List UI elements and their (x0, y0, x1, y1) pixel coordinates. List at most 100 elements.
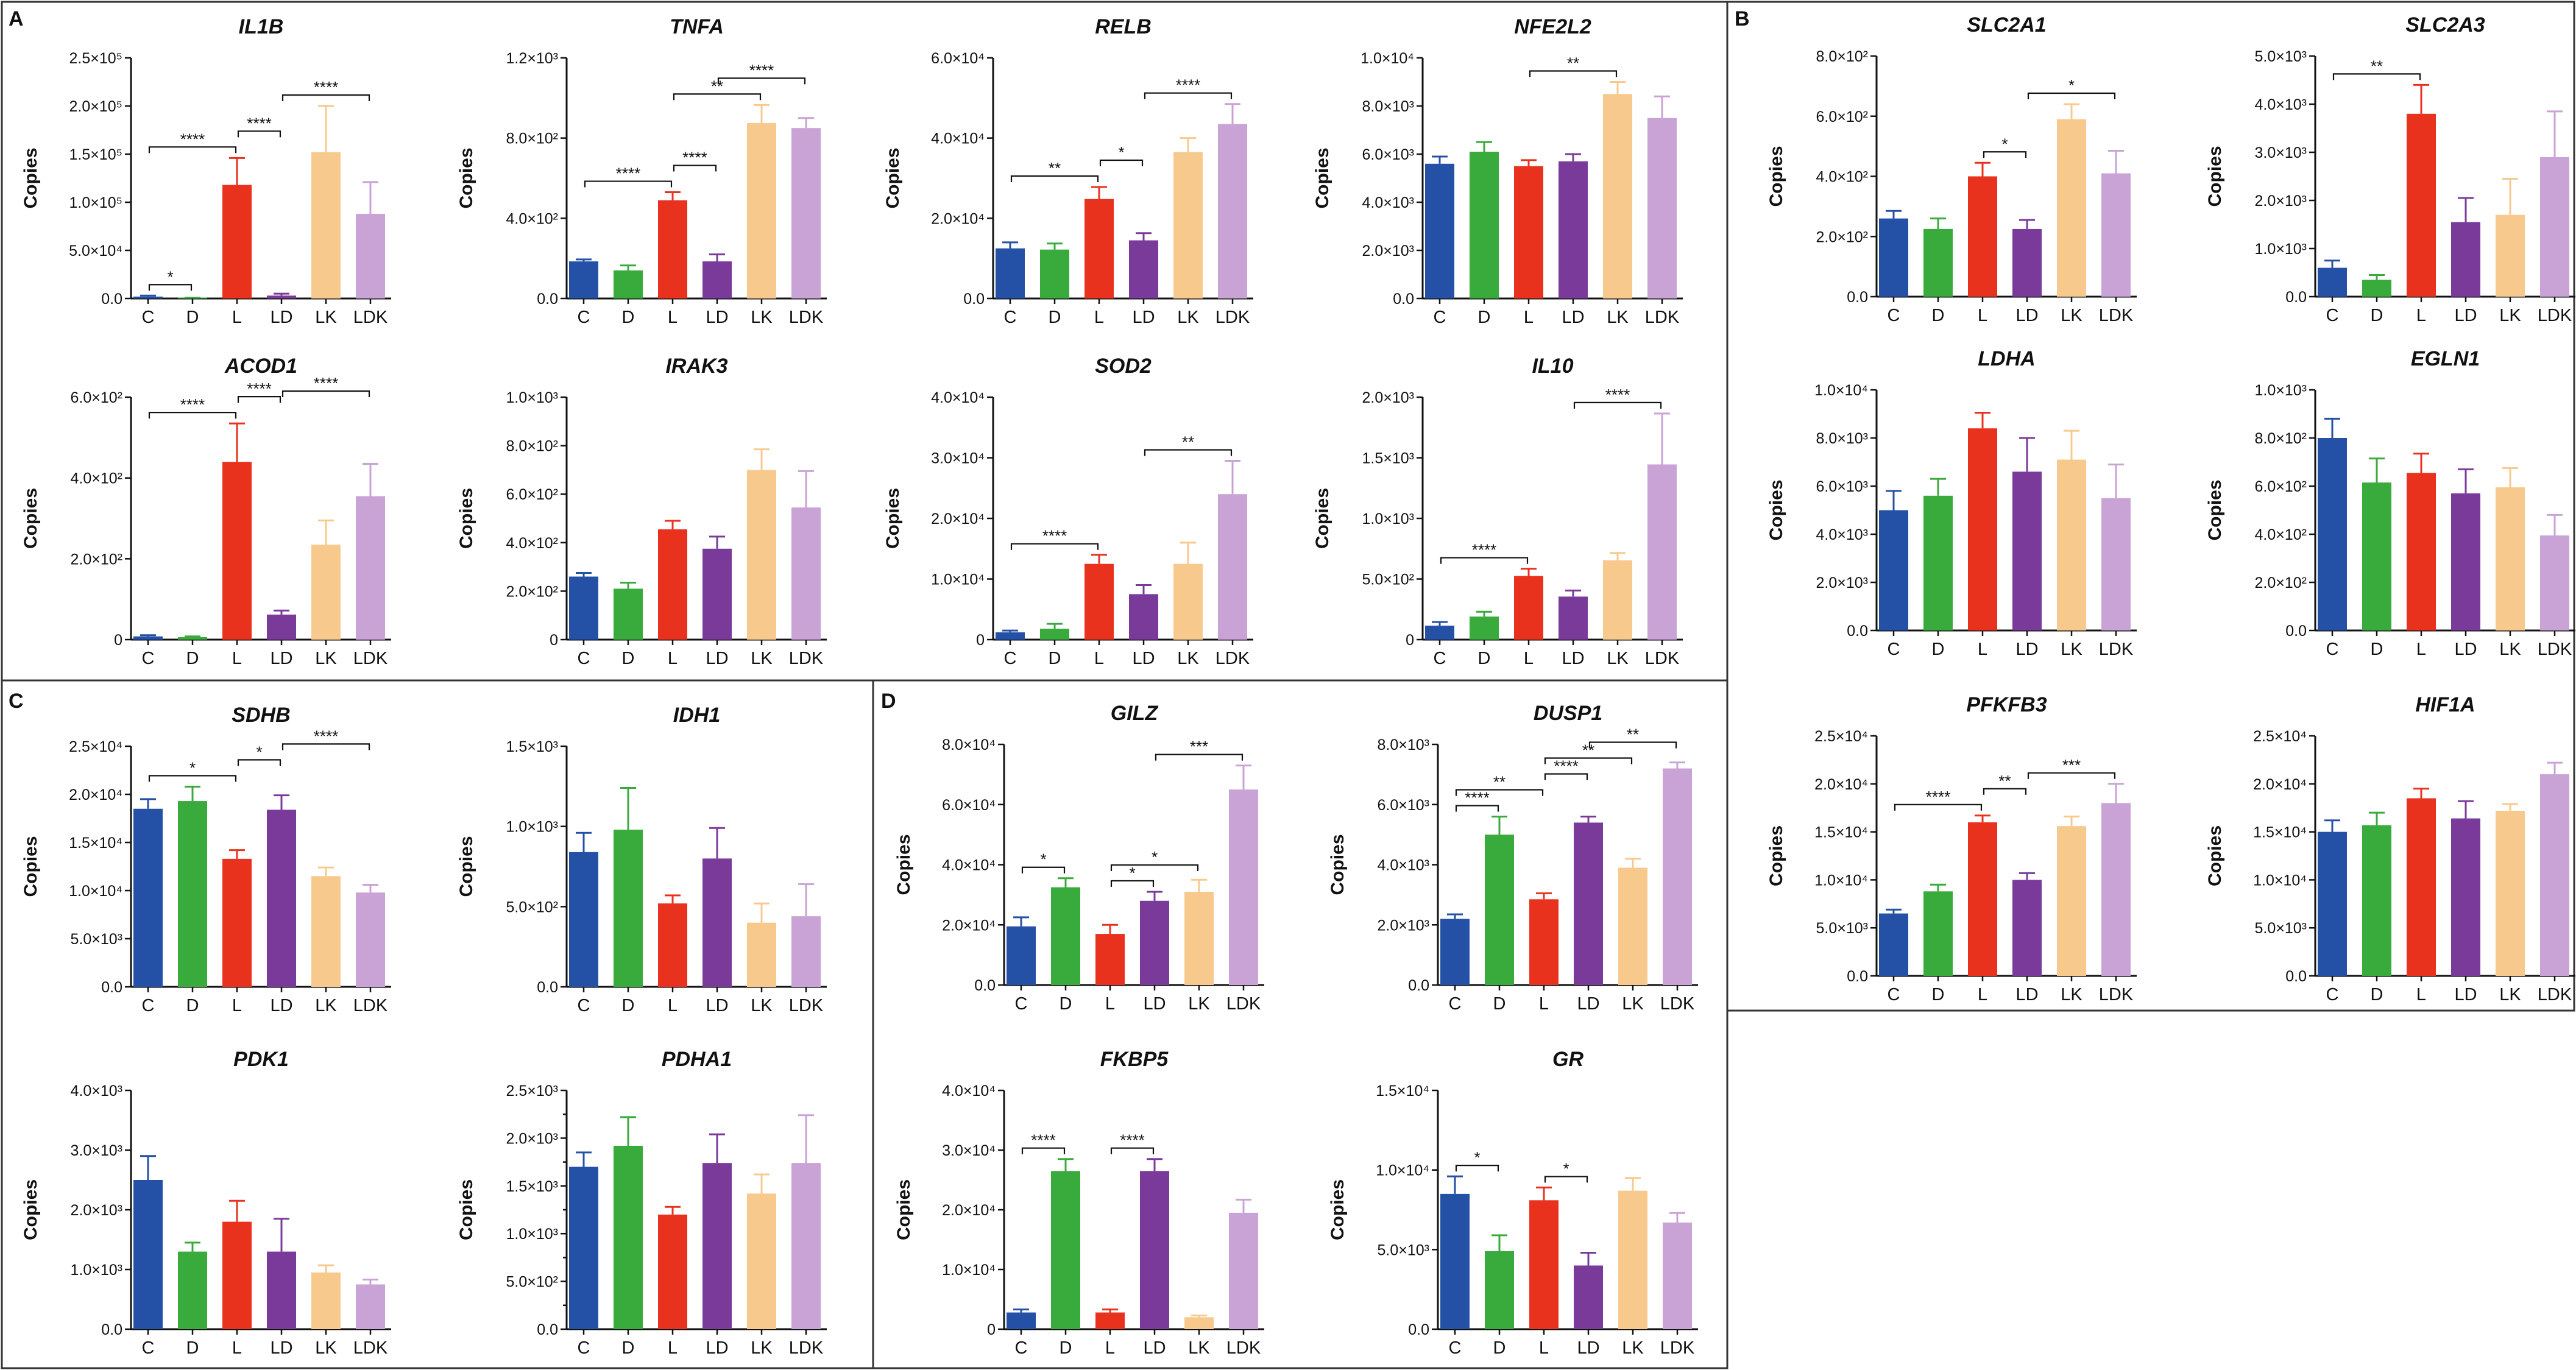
sig-label-slc2a3: ** (2371, 57, 2383, 75)
chart-pdha1: PDHA1 Copies 0.0 5.0×10² 1.0×10³ 1.5×10³ 2.0×1… (456, 1048, 827, 1358)
bar-tnfa-l (658, 200, 687, 298)
x-tick-label-il10-ld: LD (1562, 649, 1584, 668)
x-tick-label-pfkfb3-l: L (1978, 985, 1987, 1005)
sig-label-pfkfb3: **** (1926, 788, 1950, 806)
bar-il10-ld (1559, 596, 1588, 640)
chart-slc2a3: SLC2A3 Copies 0.0 1.0×10³ 2.0×10³ 3.0×10³ 4.0×… (2205, 13, 2575, 325)
x-tick-label-acod1-d: D (186, 649, 199, 668)
x-tick-label-slc2a3-ldk: LDK (2538, 306, 2572, 325)
sig-bracket-gilz (1155, 754, 1244, 761)
sig-bracket-sod2 (1010, 543, 1099, 550)
y-tick-label-gilz: 2.0×10⁴ (942, 917, 996, 934)
bar-ldha-ldk (2101, 498, 2131, 630)
y-tick-label-pdha1: 5.0×10² (506, 1274, 559, 1291)
y-axis-label-egln1: Copies (2205, 479, 2225, 540)
x-tick-label-idh1-c: C (578, 996, 590, 1015)
y-tick-label-pfkfb3: 5.0×10³ (1816, 920, 1869, 937)
sig-label-fkbp5: **** (1120, 1131, 1144, 1149)
bar-relb-ldk (1218, 124, 1247, 298)
x-tick-label-sod2-c: C (1004, 649, 1017, 668)
bar-acod1-ld (267, 614, 296, 640)
x-tick-label-gilz-ld: LD (1143, 994, 1166, 1014)
bar-ldha-d (1923, 495, 1953, 630)
x-tick-label-acod1-l: L (232, 649, 242, 668)
sig-label-gr: * (1563, 1159, 1569, 1178)
x-tick-label-idh1-lk: LK (751, 996, 773, 1015)
bar-slc2a1-lk (2057, 119, 2086, 297)
y-tick-label-ldha: 4.0×10³ (1816, 526, 1869, 543)
bar-fkbp5-d (1051, 1171, 1080, 1329)
y-tick-label-gr: 5.0×10³ (1378, 1241, 1430, 1259)
bar-sod2-c (996, 632, 1025, 640)
chart-title-slc2a3: SLC2A3 (2405, 13, 2485, 37)
x-tick-label-slc2a1-ld: LD (2015, 306, 2038, 325)
y-tick-label-pdk1: 2.0×10³ (71, 1202, 123, 1219)
y-tick-label-slc2a3: 0.0 (2285, 289, 2307, 306)
y-tick-label-fkbp5: 3.0×10⁴ (942, 1142, 996, 1159)
bar-pfkfb3-ldk (2101, 803, 2131, 976)
bar-ldha-ld (2012, 471, 2042, 630)
x-tick-label-ldha-d: D (1932, 640, 1945, 659)
x-tick-label-gilz-ldk: LDK (1226, 994, 1261, 1014)
y-axis-label-irak3: Copies (456, 488, 476, 549)
bar-pdha1-ld (702, 1163, 732, 1329)
y-tick-label-slc2a3: 5.0×10³ (2255, 48, 2307, 65)
bar-acod1-c (133, 636, 163, 640)
bar-il1b-l (222, 185, 252, 298)
y-tick-label-irak3: 0 (550, 632, 558, 649)
chart-title-pdk1: PDK1 (233, 1048, 289, 1071)
y-tick-label-il1b: 0.0 (101, 291, 122, 308)
y-tick-label-idh1: 5.0×10² (506, 899, 559, 916)
x-tick-label-relb-ldk: LDK (1215, 308, 1250, 327)
y-tick-label-nfe2l2: 2.0×10³ (1362, 242, 1415, 260)
x-tick-label-sdhb-ld: LD (270, 996, 292, 1015)
y-tick-label-relb: 2.0×10⁴ (931, 210, 985, 227)
x-tick-label-slc2a1-d: D (1932, 306, 1945, 325)
sig-bracket-sdhb (148, 775, 237, 782)
y-tick-label-egln1: 6.0×10² (2255, 478, 2307, 495)
bar-idh1-l (658, 903, 687, 987)
bar-pfkfb3-l (1968, 822, 1997, 976)
x-tick-label-il10-c: C (1434, 649, 1446, 668)
bar-ldha-l (1968, 428, 1997, 630)
x-tick-label-nfe2l2-ldk: LDK (1645, 308, 1680, 327)
x-tick-label-egln1-l: L (2416, 640, 2426, 659)
x-tick-label-il1b-lk: LK (315, 308, 337, 327)
sig-bracket-il10 (1573, 401, 1662, 409)
bar-sod2-lk (1173, 563, 1203, 640)
sig-label-acod1: **** (314, 374, 338, 392)
bar-gilz-ldk (1229, 789, 1258, 985)
chart-pdk1: PDK1 Copies 0.0 1.0×10³ 2.0×10³ 3.0×10³ 4.0×10… (21, 1048, 391, 1358)
sig-label-nfe2l2: ** (1567, 54, 1579, 72)
bar-slc2a1-ldk (2101, 173, 2131, 297)
x-tick-label-idh1-l: L (668, 996, 678, 1015)
y-tick-label-dusp1: 8.0×10³ (1378, 736, 1430, 754)
sig-bracket-gr (1544, 1176, 1588, 1183)
x-tick-label-hif1a-c: C (2326, 985, 2339, 1005)
chart-title-slc2a1: SLC2A1 (1967, 13, 2046, 37)
x-tick-label-irak3-l: L (668, 649, 678, 668)
bar-nfe2l2-lk (1603, 94, 1632, 298)
bar-il1b-c (133, 296, 163, 298)
x-tick-label-ldha-c: C (1888, 640, 1900, 659)
y-tick-label-sdhb: 0.0 (101, 979, 122, 996)
bar-il1b-lk (311, 152, 341, 298)
bar-fkbp5-ld (1140, 1171, 1169, 1329)
bar-gilz-lk (1184, 891, 1214, 985)
bar-pdk1-ld (267, 1251, 296, 1329)
chart-title-irak3: IRAK3 (665, 355, 727, 378)
x-tick-label-fkbp5-lk: LK (1188, 1338, 1210, 1358)
x-tick-label-sod2-ld: LD (1132, 649, 1155, 668)
x-tick-label-pdha1-ld: LD (706, 1338, 728, 1358)
x-tick-label-pfkfb3-lk: LK (2061, 985, 2082, 1005)
chart-idh1: IDH1 Copies 0.0 5.0×10² 1.0×10³ 1.5×10³ C D L LD L… (456, 704, 827, 1015)
x-tick-label-sdhb-lk: LK (315, 996, 337, 1015)
y-tick-label-pdha1: 2.0×10³ (506, 1130, 559, 1147)
chart-title-fkbp5: FKBP5 (1100, 1048, 1169, 1071)
x-tick-label-dusp1-ld: LD (1577, 994, 1599, 1014)
bar-il10-c (1425, 626, 1454, 640)
y-tick-label-nfe2l2: 6.0×10³ (1362, 146, 1415, 163)
x-tick-label-tnfa-ldk: LDK (789, 308, 824, 327)
sig-label-dusp1: **** (1465, 789, 1489, 807)
